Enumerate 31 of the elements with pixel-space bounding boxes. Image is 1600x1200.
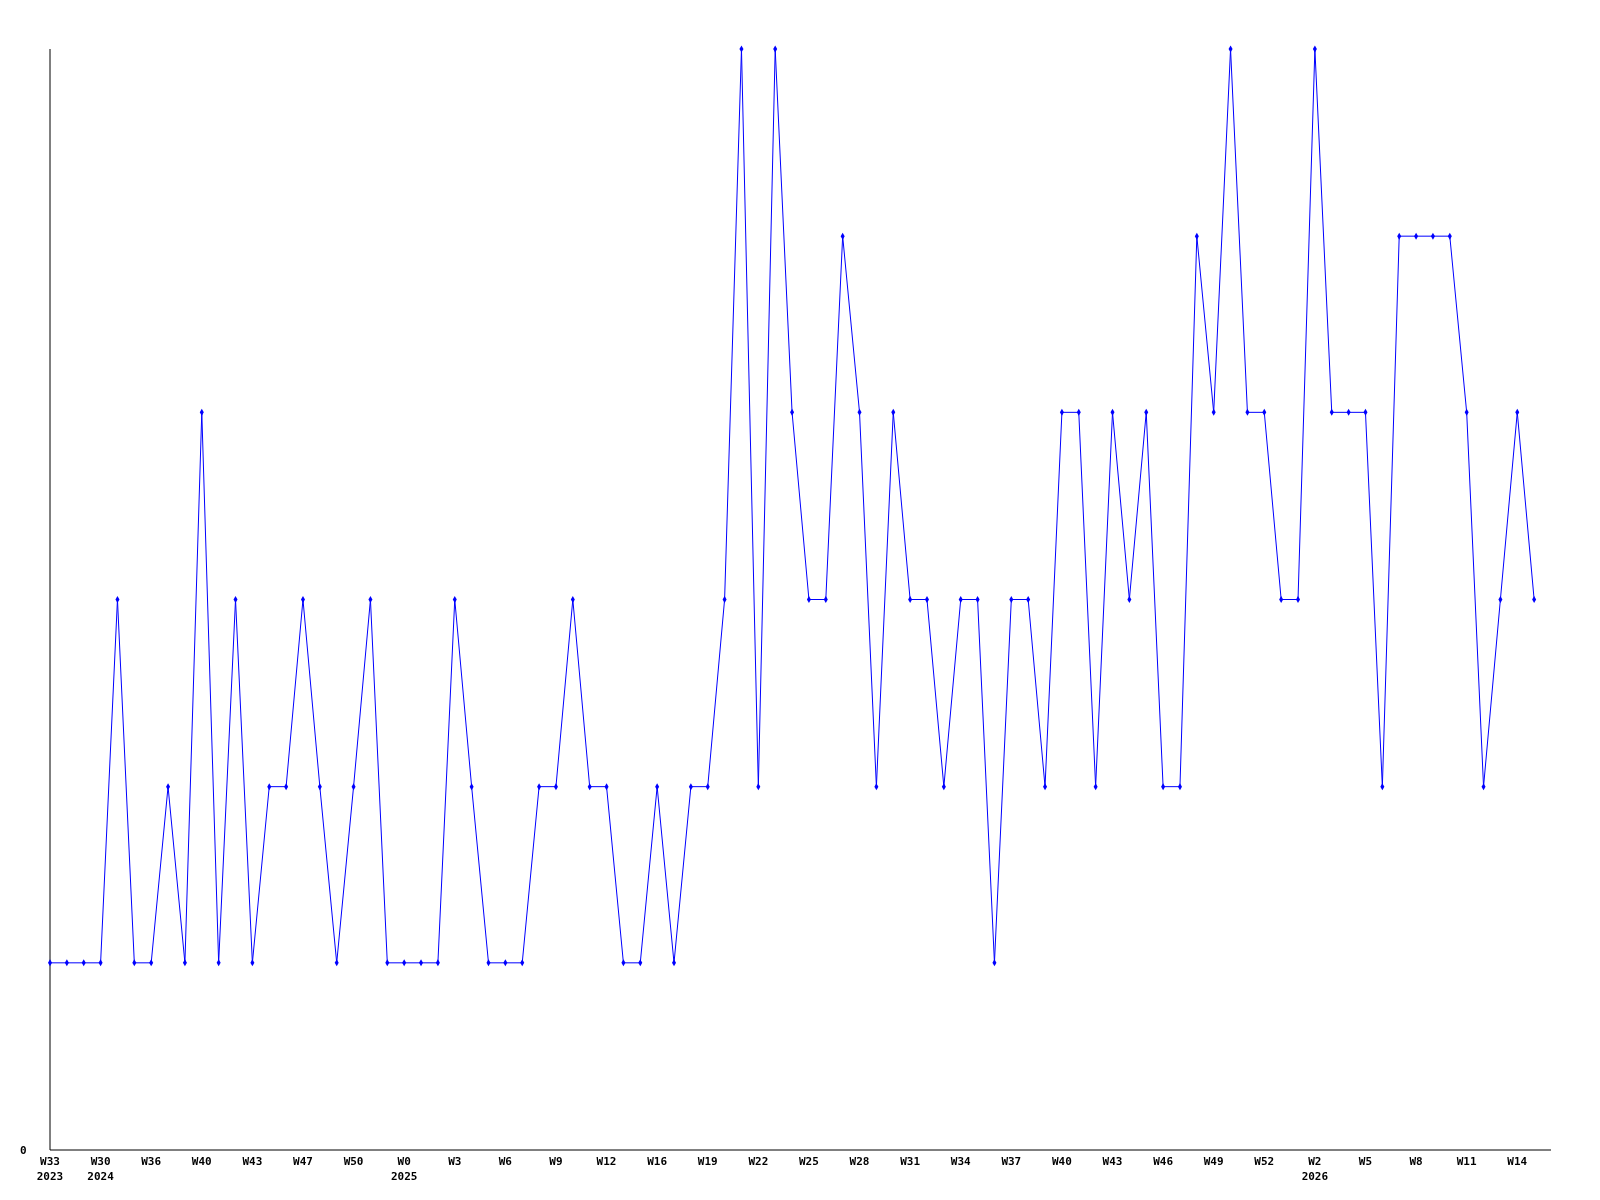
x-tick-label: W19 [697, 1155, 718, 1168]
x-tick-label: W14 [1507, 1155, 1528, 1168]
x-tick-label: W34 [950, 1155, 972, 1168]
x-tick-label: W22 [748, 1155, 769, 1168]
x-tick-label: W50 [343, 1155, 364, 1168]
x-tick-label: W9 [549, 1155, 563, 1168]
x-tick-label: W49 [1203, 1155, 1224, 1168]
x-tick-label: W30 2024 [87, 1155, 115, 1183]
x-tick-label: W2 2026 [1301, 1155, 1329, 1183]
x-tick-label: W47 [293, 1155, 313, 1168]
x-tick-label: W12 [596, 1155, 617, 1168]
x-tick-label: W5 [1358, 1155, 1373, 1168]
x-tick-label: W25 [799, 1155, 819, 1168]
x-tick-label: W40 [1051, 1155, 1072, 1168]
x-tick-label: W6 [498, 1155, 513, 1168]
x-tick-label: W37 [1001, 1155, 1022, 1168]
x-tick-label: W28 [849, 1155, 870, 1168]
x-tick-label: W52 [1254, 1155, 1275, 1168]
x-tick-label: W0 2025 [390, 1155, 418, 1183]
x-tick-label: W8 [1409, 1155, 1423, 1168]
x-tick-label: W3 [448, 1155, 462, 1168]
x-tick-label: W43 [242, 1155, 263, 1168]
text: 0 [20, 1144, 27, 1157]
x-tick-label: W36 [141, 1155, 162, 1168]
x-tick-label: W46 [1153, 1155, 1174, 1168]
x-tick-label: W40 [191, 1155, 212, 1168]
x-tick-label: W33 2023 [36, 1155, 64, 1183]
x-tick-label: W31 [900, 1155, 921, 1168]
x-tick-label: W11 [1456, 1155, 1477, 1168]
x-tick-label: W16 [647, 1155, 668, 1168]
x-tick-label: W43 [1102, 1155, 1123, 1168]
